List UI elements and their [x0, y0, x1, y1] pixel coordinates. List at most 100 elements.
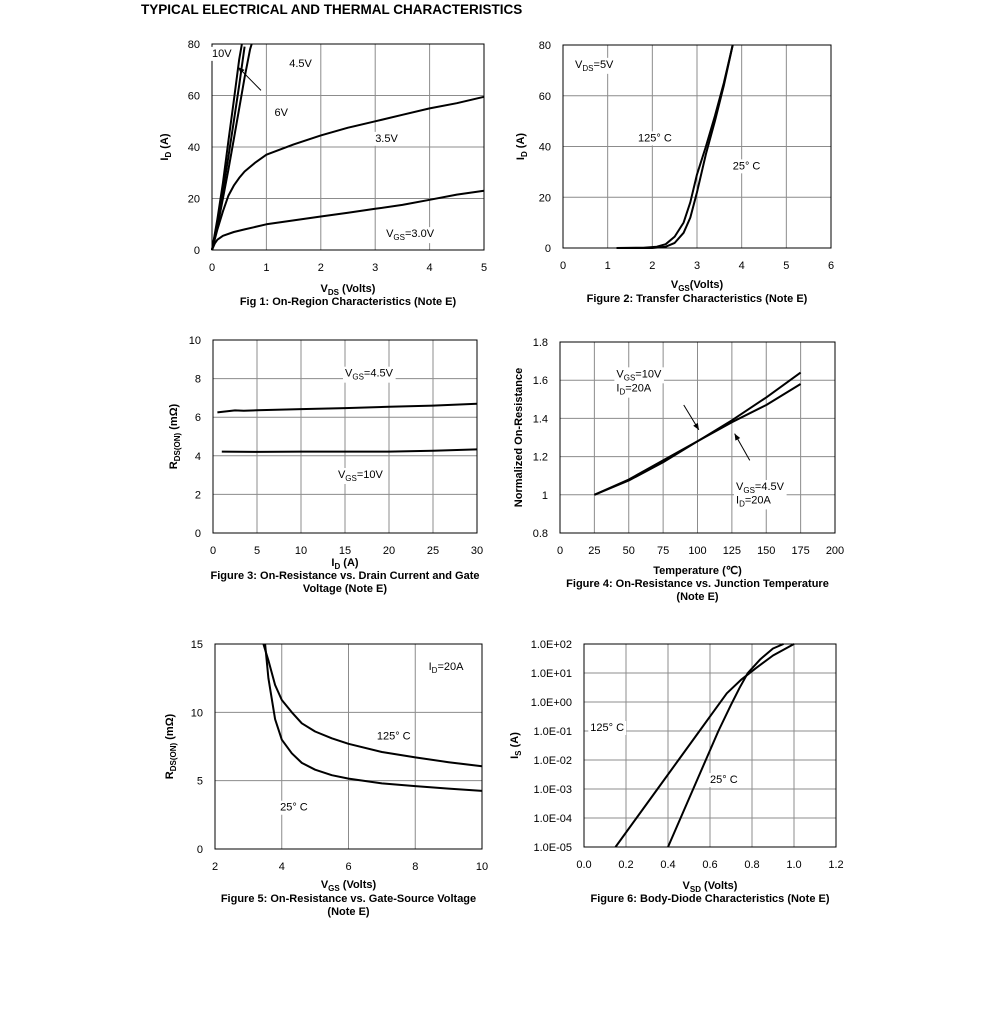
- annotation-label: 3.5V: [375, 133, 398, 145]
- x-tick-label: 10: [476, 861, 488, 873]
- fig1-chart: 0 1 2 3 4 5 0 20 40 60 80 10V 4.5V 6V 3.5V VGS=3.0V VDS …: [159, 39, 487, 308]
- series-line: [264, 643, 483, 792]
- y-tick-label: 80: [188, 39, 200, 51]
- annotation-label: VGS=10V: [616, 368, 662, 382]
- annotation-label: 25° C: [280, 802, 308, 814]
- fig3-chart: 0 5 10 15 20 25 30 0 2 4 6 8 10 VGS=4.5V VGS=10V ID (A)…: [168, 335, 483, 595]
- y-tick-label: 1.0E-05: [533, 842, 572, 854]
- annotation-label: 25° C: [710, 774, 738, 786]
- annotation-backdrop: [708, 773, 740, 788]
- annotation-label: VGS=4.5V: [345, 368, 394, 382]
- annotation-backdrop: [573, 57, 617, 74]
- y-tick-label: 40: [539, 142, 551, 154]
- x-tick-label: 2: [212, 861, 218, 873]
- x-tick-label: 8: [412, 861, 418, 873]
- series-line: [211, 189, 485, 251]
- y-tick-label: 20: [188, 194, 200, 206]
- x-tick-label: 0: [560, 260, 566, 272]
- annotation-label: VDS=5V: [575, 59, 614, 73]
- fig6-chart: 0.0 0.2 0.4 0.6 0.8 1.0 1.2 1.0E-05 1.0E-04 1.0E-…: [509, 639, 844, 905]
- plot-frame: [212, 339, 478, 534]
- figure-caption: Figure 5: On-Resistance vs. Gate-Source …: [221, 893, 476, 905]
- x-tick-label: 75: [657, 545, 669, 557]
- y-tick-label: 5: [197, 776, 203, 788]
- x-axis-label: VGS (Volts): [321, 879, 377, 893]
- y-tick-label: 0.8: [533, 528, 548, 540]
- series-line: [614, 643, 795, 848]
- y-tick-label: 10: [191, 707, 203, 719]
- annotation-backdrop: [373, 131, 401, 146]
- x-tick-label: 0: [557, 545, 563, 557]
- series-line: [217, 402, 478, 414]
- plot-frame: [562, 44, 832, 249]
- x-tick-label: 5: [783, 260, 789, 272]
- annotation-label: 4.5V: [289, 58, 312, 70]
- x-tick-label: 2: [649, 260, 655, 272]
- y-axis-label: RDS(ON) (mΩ): [168, 403, 182, 469]
- x-tick-label: 0.8: [744, 859, 759, 871]
- page-title: TYPICAL ELECTRICAL AND THERMAL CHARACTER…: [141, 2, 523, 17]
- y-tick-label: 0: [195, 528, 201, 540]
- x-axis-label: ID (A): [331, 557, 359, 571]
- annotation-label: VGS=4.5V: [736, 481, 785, 495]
- x-tick-label: 0.4: [660, 859, 675, 871]
- x-axis-label: VSD (Volts): [683, 880, 738, 894]
- annotation-label: 125° C: [638, 132, 672, 144]
- x-tick-label: 0.2: [618, 859, 633, 871]
- x-tick-label: 4: [739, 260, 745, 272]
- x-tick-label: 3: [694, 260, 700, 272]
- y-tick-label: 2: [195, 489, 201, 501]
- y-tick-label: 0: [545, 243, 551, 255]
- series-line: [221, 448, 478, 453]
- x-tick-label: 30: [471, 545, 483, 557]
- annotation-backdrop: [374, 729, 413, 744]
- annotation-backdrop: [588, 721, 627, 735]
- x-tick-label: 1.2: [828, 859, 843, 871]
- y-axis-label: RDS(ON) (mΩ): [164, 713, 178, 779]
- y-tick-label: 80: [539, 40, 551, 52]
- annotation-backdrop: [210, 46, 235, 61]
- series-line: [593, 383, 802, 496]
- x-tick-label: 5: [254, 545, 260, 557]
- fig5-chart: 2 4 6 8 10 0 5 10 15 125° C 25° C ID=20A VGS (Volts)…: [164, 639, 488, 918]
- x-tick-label: 100: [688, 545, 706, 557]
- x-tick-label: 25: [427, 545, 439, 557]
- annotation-backdrop: [734, 480, 787, 497]
- x-tick-label: 20: [383, 545, 395, 557]
- fig4-chart: 0 25 50 75 100 125 150 175 200 0.8 1 1.2 1.4 1.6 1.8 VG…: [513, 337, 844, 603]
- annotation-backdrop: [272, 106, 291, 121]
- figure-caption: Figure 3: On-Resistance vs. Drain Curren…: [211, 570, 480, 582]
- y-tick-label: 1.8: [533, 337, 548, 349]
- annotation-label: 125° C: [590, 722, 624, 734]
- y-tick-label: 1.6: [533, 375, 548, 387]
- series-line: [262, 643, 483, 768]
- annotation-label: ID=20A: [736, 494, 772, 508]
- annotation-backdrop: [384, 227, 437, 244]
- series-line: [616, 44, 734, 249]
- annotation-backdrop: [343, 366, 396, 383]
- x-tick-label: 4: [427, 262, 433, 274]
- y-tick-label: 6: [195, 412, 201, 424]
- y-tick-label: 60: [188, 91, 200, 103]
- plot-frame: [583, 643, 837, 848]
- y-tick-label: 10: [189, 335, 201, 347]
- annotation-label: 125° C: [377, 731, 411, 743]
- x-tick-label: 3: [372, 262, 378, 274]
- annotation-label: VGS=10V: [338, 469, 384, 483]
- y-tick-label: 1.0E-04: [533, 813, 572, 825]
- annotation-label: 25° C: [733, 160, 761, 172]
- plot-frame: [559, 341, 836, 534]
- figure-caption: Figure 2: Transfer Characteristics (Note…: [587, 293, 808, 305]
- annotation-backdrop: [614, 367, 664, 384]
- y-tick-label: 20: [539, 192, 551, 204]
- x-tick-label: 1.0: [786, 859, 801, 871]
- annotation-backdrop: [734, 493, 774, 510]
- y-tick-label: 1.0E+02: [531, 639, 572, 651]
- x-tick-label: 5: [481, 262, 487, 274]
- x-tick-label: 200: [826, 545, 844, 557]
- x-tick-label: 1: [263, 262, 269, 274]
- annotation-label: ID=20A: [616, 383, 652, 397]
- x-tick-label: 0.6: [702, 859, 717, 871]
- y-tick-label: 4: [195, 451, 201, 463]
